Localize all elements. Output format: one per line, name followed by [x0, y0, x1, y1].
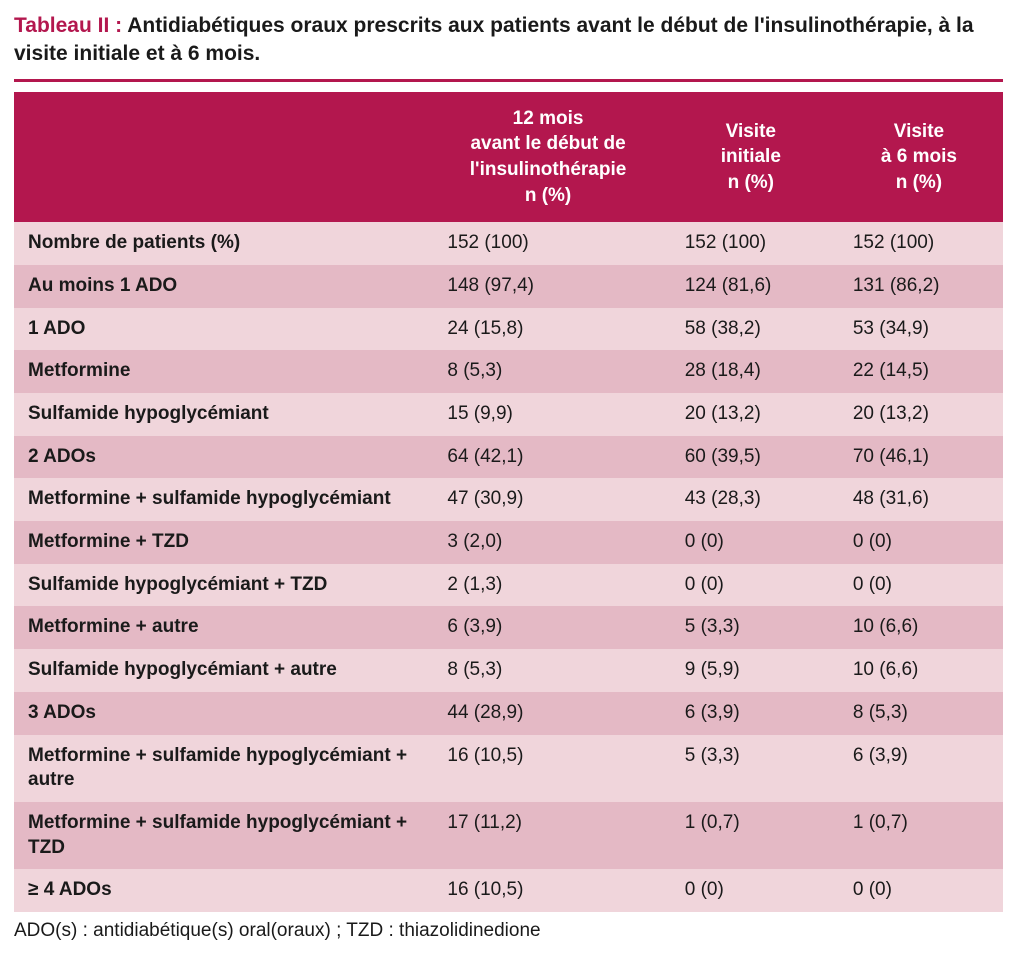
row-value: 0 (0): [835, 521, 1003, 564]
title-text: Antidiabétiques oraux prescrits aux pati…: [14, 14, 974, 65]
row-label: Sulfamide hypoglycémiant + autre: [14, 649, 429, 692]
row-value: 2 (1,3): [429, 564, 666, 607]
row-value: 70 (46,1): [835, 436, 1003, 479]
row-value: 20 (13,2): [835, 393, 1003, 436]
row-label: Nombre de patients (%): [14, 222, 429, 265]
row-label: 2 ADOs: [14, 436, 429, 479]
row-value: 148 (97,4): [429, 265, 666, 308]
row-value: 16 (10,5): [429, 735, 666, 802]
row-label: Metformine + sulfamide hypoglycémiant + …: [14, 735, 429, 802]
row-value: 10 (6,6): [835, 649, 1003, 692]
column-header: Visiteinitialen (%): [667, 92, 835, 223]
row-value: 1 (0,7): [835, 802, 1003, 869]
table-row: Metformine + TZD3 (2,0)0 (0)0 (0): [14, 521, 1003, 564]
row-value: 64 (42,1): [429, 436, 666, 479]
row-value: 1 (0,7): [667, 802, 835, 869]
table-title: Tableau II : Antidiabétiques oraux presc…: [14, 12, 1003, 69]
row-value: 47 (30,9): [429, 478, 666, 521]
row-value: 0 (0): [667, 869, 835, 912]
row-value: 28 (18,4): [667, 350, 835, 393]
table-row: 2 ADOs64 (42,1)60 (39,5)70 (46,1): [14, 436, 1003, 479]
table-row: Metformine + sulfamide hypoglycémiant47 …: [14, 478, 1003, 521]
row-value: 17 (11,2): [429, 802, 666, 869]
row-label: ≥ 4 ADOs: [14, 869, 429, 912]
row-label: Sulfamide hypoglycémiant: [14, 393, 429, 436]
row-label: Metformine + sulfamide hypoglycémiant + …: [14, 802, 429, 869]
table-row: Sulfamide hypoglycémiant15 (9,9)20 (13,2…: [14, 393, 1003, 436]
row-value: 48 (31,6): [835, 478, 1003, 521]
data-table: 12 moisavant le début del'insulinothérap…: [14, 92, 1003, 912]
table-row: Metformine + sulfamide hypoglycémiant + …: [14, 802, 1003, 869]
row-value: 16 (10,5): [429, 869, 666, 912]
row-value: 152 (100): [667, 222, 835, 265]
row-value: 131 (86,2): [835, 265, 1003, 308]
row-value: 43 (28,3): [667, 478, 835, 521]
table-footnote: ADO(s) : antidiabétique(s) oral(oraux) ;…: [14, 920, 1003, 942]
table-row: Au moins 1 ADO148 (97,4)124 (81,6)131 (8…: [14, 265, 1003, 308]
row-value: 15 (9,9): [429, 393, 666, 436]
row-value: 8 (5,3): [429, 350, 666, 393]
row-value: 0 (0): [667, 564, 835, 607]
table-row: Sulfamide hypoglycémiant + autre8 (5,3)9…: [14, 649, 1003, 692]
row-label: 3 ADOs: [14, 692, 429, 735]
row-label: Au moins 1 ADO: [14, 265, 429, 308]
title-prefix: Tableau II :: [14, 14, 122, 37]
table-row: Nombre de patients (%)152 (100)152 (100)…: [14, 222, 1003, 265]
row-value: 8 (5,3): [429, 649, 666, 692]
row-value: 5 (3,3): [667, 735, 835, 802]
row-value: 152 (100): [429, 222, 666, 265]
row-label: Metformine + autre: [14, 606, 429, 649]
row-label: Metformine + sulfamide hypoglycémiant: [14, 478, 429, 521]
row-value: 44 (28,9): [429, 692, 666, 735]
row-value: 6 (3,9): [429, 606, 666, 649]
row-value: 22 (14,5): [835, 350, 1003, 393]
row-label: 1 ADO: [14, 308, 429, 351]
divider-rule: [14, 79, 1003, 82]
row-value: 0 (0): [835, 869, 1003, 912]
row-value: 0 (0): [835, 564, 1003, 607]
table-row: Metformine + autre6 (3,9)5 (3,3)10 (6,6): [14, 606, 1003, 649]
row-value: 10 (6,6): [835, 606, 1003, 649]
table-row: 3 ADOs44 (28,9)6 (3,9)8 (5,3): [14, 692, 1003, 735]
table-row: Metformine8 (5,3)28 (18,4)22 (14,5): [14, 350, 1003, 393]
row-value: 0 (0): [667, 521, 835, 564]
row-value: 58 (38,2): [667, 308, 835, 351]
row-value: 6 (3,9): [667, 692, 835, 735]
table-body: Nombre de patients (%)152 (100)152 (100)…: [14, 222, 1003, 912]
row-value: 9 (5,9): [667, 649, 835, 692]
table-row: Sulfamide hypoglycémiant + TZD2 (1,3)0 (…: [14, 564, 1003, 607]
row-value: 124 (81,6): [667, 265, 835, 308]
table-row: 1 ADO24 (15,8)58 (38,2)53 (34,9): [14, 308, 1003, 351]
column-header: [14, 92, 429, 223]
row-label: Metformine: [14, 350, 429, 393]
row-value: 60 (39,5): [667, 436, 835, 479]
table-row: ≥ 4 ADOs16 (10,5)0 (0)0 (0): [14, 869, 1003, 912]
row-value: 152 (100): [835, 222, 1003, 265]
row-value: 8 (5,3): [835, 692, 1003, 735]
column-header: Visiteà 6 moisn (%): [835, 92, 1003, 223]
row-value: 5 (3,3): [667, 606, 835, 649]
row-value: 3 (2,0): [429, 521, 666, 564]
row-label: Metformine + TZD: [14, 521, 429, 564]
row-label: Sulfamide hypoglycémiant + TZD: [14, 564, 429, 607]
table-row: Metformine + sulfamide hypoglycémiant + …: [14, 735, 1003, 802]
column-header: 12 moisavant le début del'insulinothérap…: [429, 92, 666, 223]
row-value: 20 (13,2): [667, 393, 835, 436]
row-value: 53 (34,9): [835, 308, 1003, 351]
row-value: 6 (3,9): [835, 735, 1003, 802]
table-header: 12 moisavant le début del'insulinothérap…: [14, 92, 1003, 223]
row-value: 24 (15,8): [429, 308, 666, 351]
